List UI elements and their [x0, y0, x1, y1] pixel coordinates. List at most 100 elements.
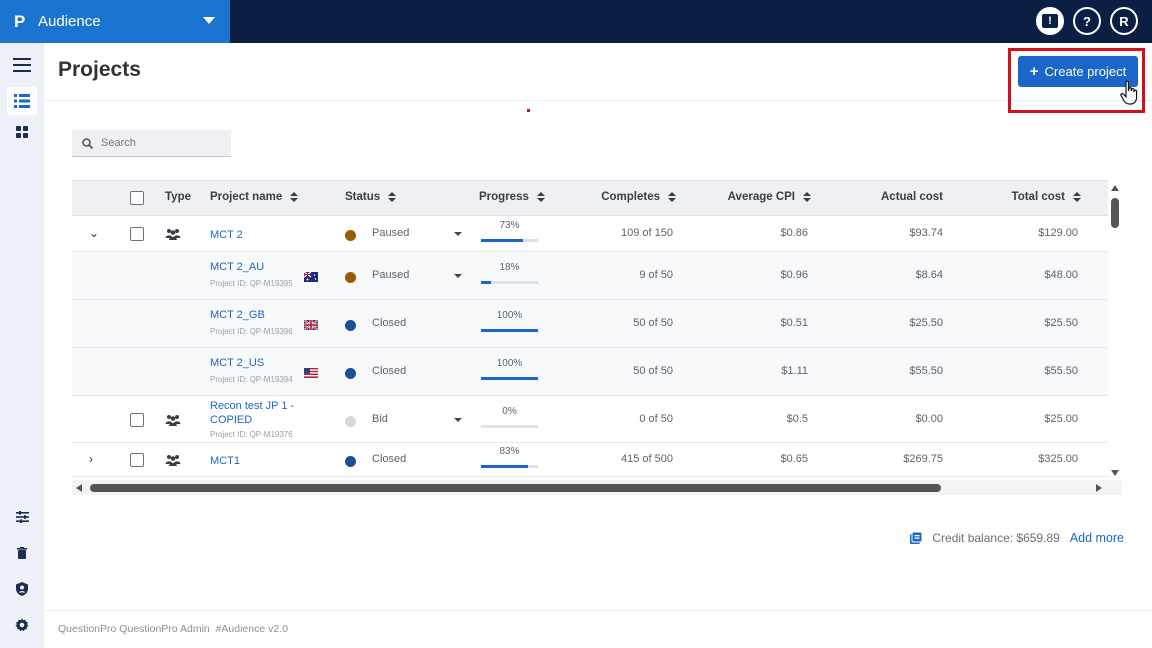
status-dot	[345, 230, 356, 241]
actual-cost-value: $269.75	[903, 453, 943, 465]
expand-row-icon[interactable]: ›	[89, 452, 93, 466]
status-label: Bid	[372, 412, 388, 425]
user-avatar[interactable]: R	[1110, 7, 1138, 35]
create-project-button[interactable]: + Create project	[1018, 56, 1138, 87]
create-project-label: Create project	[1044, 64, 1127, 79]
trash-icon[interactable]	[7, 539, 37, 567]
list-view-icon[interactable]	[7, 87, 37, 115]
search-box[interactable]	[72, 130, 231, 157]
dashboard-icon[interactable]	[7, 118, 37, 146]
total-cost-value: $129.00	[1038, 227, 1078, 239]
project-name-link[interactable]: MCT 2	[210, 229, 243, 241]
average-cpi-value: $0.51	[780, 317, 808, 329]
progress-fill	[481, 281, 492, 284]
row-checkbox[interactable]	[130, 227, 144, 241]
row-checkbox[interactable]	[130, 412, 144, 427]
status-dot	[345, 320, 356, 331]
col-status[interactable]: Status	[345, 191, 397, 203]
status-dot	[345, 368, 356, 379]
filters-icon[interactable]	[7, 503, 37, 531]
scroll-left-icon[interactable]	[76, 484, 82, 492]
search-input[interactable]	[101, 137, 221, 149]
status-dropdown-icon[interactable]	[454, 232, 462, 236]
status-label: Paused	[372, 269, 410, 281]
status-dropdown-icon[interactable]	[454, 274, 462, 278]
menu-icon[interactable]	[7, 51, 37, 79]
status-label: Closed	[372, 453, 407, 465]
audience-type-icon	[165, 227, 181, 245]
project-name-link[interactable]: MCT1	[210, 455, 240, 467]
project-id: Project ID: QP-M19395	[210, 279, 293, 288]
audience-type-icon	[165, 413, 181, 431]
select-all-checkbox[interactable]	[130, 191, 144, 205]
project-name-link[interactable]: MCT 2_US	[210, 357, 265, 369]
col-project-name[interactable]: Project name	[210, 191, 299, 203]
sort-icon[interactable]	[668, 192, 676, 202]
project-name-link[interactable]: Recon test JP 1 - COPIED	[210, 400, 295, 426]
scroll-down-icon[interactable]	[1111, 470, 1119, 476]
col-total-cost[interactable]: Total cost	[992, 191, 1081, 203]
col-type: Type	[165, 191, 191, 203]
project-id: Project ID: QP-M19376	[210, 430, 293, 439]
header-divider	[44, 100, 1152, 101]
search-icon	[82, 137, 93, 149]
project-name-link[interactable]: MCT 2_AU	[210, 261, 265, 273]
shield-user-icon[interactable]	[7, 575, 37, 603]
sort-icon[interactable]	[1073, 192, 1081, 202]
sort-icon[interactable]	[290, 192, 299, 202]
table-row[interactable]: › MCT1 Closed 83% 415 of 500 $0.65 $269.75 $325…	[72, 443, 1108, 477]
progress-percent: 83%	[499, 446, 520, 457]
flag-gb-icon	[303, 317, 319, 331]
total-cost-value: $325.00	[1038, 453, 1078, 465]
help-icon[interactable]: ?	[1073, 7, 1101, 35]
progress-fill	[481, 377, 538, 380]
col-progress[interactable]: Progress	[479, 191, 545, 203]
vertical-scroll-thumb[interactable]	[1111, 198, 1119, 228]
average-cpi-value: $0.86	[780, 227, 808, 239]
completes-value: 50 of 50	[633, 317, 673, 329]
status-label: Closed	[372, 317, 407, 329]
hand-cursor-icon	[1120, 80, 1138, 105]
progress-bar	[481, 329, 538, 332]
status-label: Closed	[372, 365, 407, 377]
sort-icon[interactable]	[803, 192, 811, 202]
feedback-icon[interactable]: !	[1036, 7, 1064, 35]
horizontal-scroll-thumb[interactable]	[90, 484, 941, 492]
col-average-cpi[interactable]: Average CPI	[722, 191, 811, 203]
vertical-scrollbar[interactable]	[1108, 182, 1122, 480]
product-switcher[interactable]: P Audience	[0, 0, 230, 43]
progress-bar	[481, 239, 538, 242]
credit-balance: Credit balance: $659.89 Add more	[910, 531, 1124, 545]
table-row[interactable]: MCT 2_GB Project ID: QP-M19396 Closed 100% 5…	[72, 300, 1108, 348]
completes-value: 109 of 150	[621, 227, 673, 239]
table-row[interactable]: MCT 2_US Project ID: QP-M19394 Closed 100% 5…	[72, 348, 1108, 396]
progress-percent: 0%	[502, 405, 517, 417]
scroll-right-icon[interactable]	[1096, 484, 1102, 492]
progress-bar	[481, 377, 538, 380]
actual-cost-value: $55.50	[909, 365, 943, 377]
settings-gear-icon[interactable]	[7, 611, 37, 639]
completes-value: 0 of 50	[639, 412, 673, 425]
project-id: Project ID: QP-M19394	[210, 375, 293, 384]
sort-icon[interactable]	[388, 192, 397, 202]
table-row[interactable]: Recon test JP 1 - COPIED Project ID: QP-M1…	[72, 396, 1108, 443]
average-cpi-value: $0.96	[780, 269, 808, 281]
average-cpi-value: $1.11	[781, 365, 808, 377]
row-checkbox[interactable]	[130, 453, 144, 467]
total-cost-value: $25.00	[1044, 412, 1078, 425]
progress-fill	[481, 465, 529, 468]
collapse-row-icon[interactable]: ⌄	[89, 226, 100, 240]
col-completes[interactable]: Completes	[592, 191, 676, 203]
sort-icon[interactable]	[536, 192, 545, 202]
status-dropdown-icon[interactable]	[454, 417, 462, 422]
actual-cost-value: $93.74	[909, 227, 943, 239]
project-name-link[interactable]: MCT 2_GB	[210, 309, 265, 321]
table-row[interactable]: MCT 2_AU Project ID: QP-M19395 Paused 18% 9 …	[72, 252, 1108, 300]
completes-value: 9 of 50	[639, 269, 673, 281]
horizontal-scrollbar[interactable]	[72, 480, 1122, 495]
add-more-link[interactable]: Add more	[1069, 531, 1124, 545]
questionpro-logo: P	[14, 11, 26, 31]
flag-us-icon	[304, 365, 318, 378]
table-row[interactable]: ⌄ MCT 2 Paused 73% 109 of 150 $0.86 $93.74 $129…	[72, 216, 1108, 252]
scroll-up-icon[interactable]	[1111, 185, 1119, 191]
